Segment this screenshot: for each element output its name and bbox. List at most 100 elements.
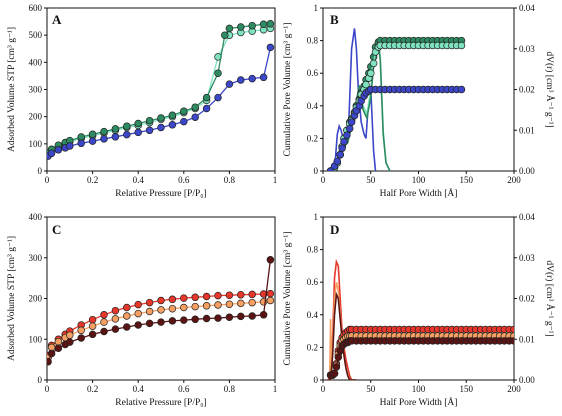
series-2-point [100, 327, 108, 336]
series-1-point [367, 69, 375, 77]
series-0-point [266, 289, 275, 298]
y-tick-label: 0.4 [307, 101, 319, 111]
series-0-point [157, 296, 165, 305]
panel-letter: C [52, 222, 61, 237]
y-right-tick-label: 0.01 [519, 125, 535, 135]
series-1-point [77, 326, 85, 335]
series-2-point [145, 319, 154, 328]
x-tick-label: 0.2 [87, 175, 98, 185]
series-2-point [457, 85, 466, 94]
x-tick-label: 0 [321, 175, 326, 185]
series-2-point [66, 142, 74, 150]
series-2-point [168, 121, 177, 129]
series-0-point [123, 303, 131, 312]
series-0-point [145, 298, 154, 307]
panel-letter: D [330, 222, 339, 237]
y-right-axis-title: dV(r) [cm³ Å⁻¹ g⁻¹] [544, 51, 556, 127]
panel-b: 0 50 100 150 200 0 0.2 0.4 0.6 0.8 1 0.00 0.01 0.02 0.… [283, 3, 556, 199]
series-1-point [54, 337, 63, 346]
series-0-point [100, 311, 108, 319]
x-axis-title: Relative Pressure [P/P₀] [115, 398, 206, 408]
series-1-point [123, 122, 131, 130]
series-2-point [214, 93, 222, 102]
y-tick-label: 100 [29, 334, 43, 344]
series-2-point [343, 131, 351, 139]
y-tick-label: 0.4 [307, 310, 319, 320]
series-2-point [332, 363, 341, 371]
y-tick-label: 0 [314, 375, 319, 385]
series-2-point [259, 311, 268, 319]
x-tick-label: 0.2 [87, 384, 98, 394]
series-1-point [248, 21, 256, 30]
series-1-point [214, 301, 222, 309]
series-2-line [330, 340, 514, 376]
series-0-point [191, 293, 199, 302]
series-0-point [180, 294, 188, 302]
series-5-line [327, 291, 357, 380]
series-1-point [145, 307, 154, 316]
series-1-point [259, 20, 268, 29]
series-1-point [225, 24, 234, 33]
series-2-point [214, 314, 222, 322]
y-tick-label: 0.6 [307, 277, 319, 287]
x-axis-title: Half Pore Width [Å] [380, 187, 458, 199]
series-0-point [88, 315, 97, 324]
series-2-point [111, 325, 120, 333]
x-axis-title: Half Pore Width [Å] [380, 396, 458, 408]
y-right-tick-label: 0.02 [519, 294, 535, 304]
y-tick-label: 0 [38, 375, 43, 385]
series-1-point [123, 312, 131, 320]
x-tick-label: 0 [321, 384, 326, 394]
x-tick-label: 0.4 [133, 175, 145, 185]
series-1-point [100, 127, 108, 136]
panel-d: 0 50 100 150 200 0 0.2 0.4 0.6 0.8 1 0.00 0.01 0.02 0.… [283, 212, 556, 408]
y-axis-title: Adsorbed Volume STP [cm³ g⁻¹] [7, 27, 17, 152]
series-2-point [266, 43, 275, 52]
panel-a: 0 0.2 0.4 0.6 0.8 1 0 100 200 300 400 500 600 Relativ… [7, 3, 277, 199]
series-1-point [362, 80, 370, 89]
series-2-point [134, 321, 142, 329]
plot-area [326, 258, 514, 380]
y-tick-label: 300 [29, 253, 43, 263]
x-tick-label: 0.6 [178, 384, 190, 394]
series-2-point [202, 104, 211, 113]
series-1-point [100, 318, 108, 326]
y-tick-label: 600 [29, 3, 43, 13]
series-1-point [180, 303, 188, 312]
series-1-point [88, 130, 97, 139]
x-tick-label: 1 [273, 384, 278, 394]
x-axis-title: Relative Pressure [P/P₀] [115, 189, 206, 199]
series-1-point [168, 304, 177, 313]
series-2-point [191, 315, 199, 324]
y-tick-label: 200 [29, 294, 43, 304]
y-right-tick-label: 0.04 [519, 212, 535, 222]
series-2-point [88, 330, 97, 339]
series-2-point [47, 357, 52, 366]
series-2-point [266, 256, 275, 264]
series-2-point [347, 118, 356, 126]
y-right-tick-label: 0.02 [519, 85, 535, 95]
series-1-point [88, 322, 97, 330]
series-0-point [237, 291, 245, 299]
series-2-point [134, 128, 142, 137]
series-1-point [457, 41, 466, 50]
y-right-tick-label: 0.01 [519, 334, 535, 344]
series-0-point [248, 290, 256, 299]
series-1-point [237, 299, 245, 308]
x-tick-label: 200 [507, 175, 521, 185]
series-2-point [248, 74, 256, 83]
series-1-point [157, 114, 165, 122]
plot-area [47, 256, 275, 366]
y-tick-label: 0 [314, 166, 319, 176]
y-right-tick-label: 0.00 [519, 166, 535, 176]
series-0-point [168, 295, 177, 304]
series-2-point [77, 334, 85, 342]
series-2-point [334, 353, 343, 361]
series-1-point [191, 302, 199, 311]
series-2-point [168, 317, 177, 325]
series-1-point [145, 116, 154, 125]
x-tick-label: 0.4 [133, 384, 145, 394]
y-tick-label: 100 [29, 139, 43, 149]
series-1-point [168, 111, 177, 120]
